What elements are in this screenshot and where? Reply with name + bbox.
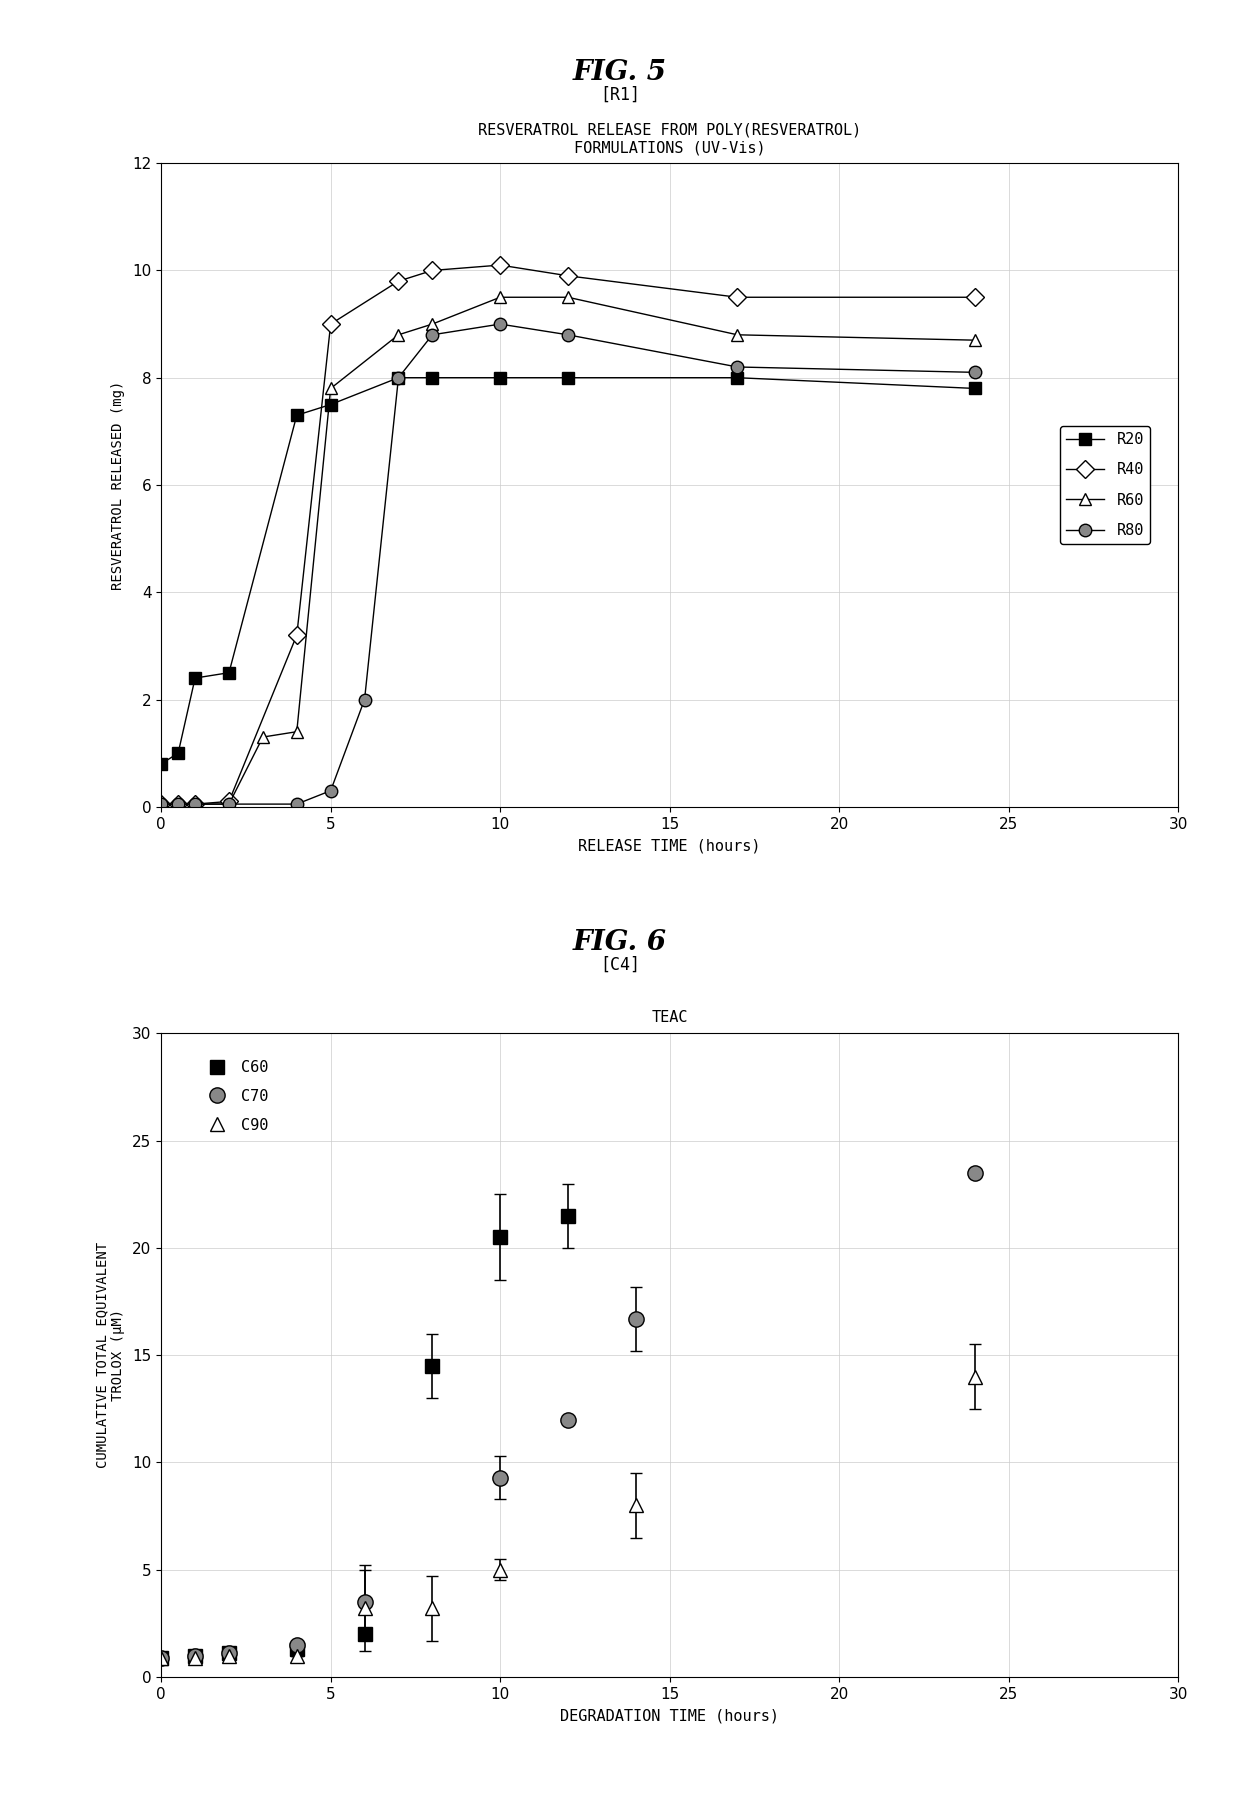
R60 <box>255 727 270 749</box>
Line: R40: R40 <box>155 259 981 810</box>
R20 <box>560 366 575 388</box>
R60 <box>967 330 982 352</box>
R40 <box>187 794 202 816</box>
R20 <box>171 742 186 763</box>
R60 <box>391 325 405 346</box>
Text: FIG. 5: FIG. 5 <box>573 60 667 85</box>
R60 <box>730 325 745 346</box>
R40 <box>222 790 237 812</box>
R80 <box>492 314 507 335</box>
Text: FIG. 6: FIG. 6 <box>573 930 667 955</box>
Y-axis label: RESVERATROL RELEASED (mg): RESVERATROL RELEASED (mg) <box>112 381 125 589</box>
R80 <box>324 780 339 801</box>
R80 <box>967 361 982 383</box>
R40 <box>154 794 169 816</box>
R40 <box>492 254 507 276</box>
Y-axis label: CUMULATIVE TOTAL EQUIVALENT
TROLOX (μM): CUMULATIVE TOTAL EQUIVALENT TROLOX (μM) <box>95 1242 125 1469</box>
R60 <box>154 794 169 816</box>
R80 <box>730 355 745 377</box>
Legend: R20, R40, R60, R80: R20, R40, R60, R80 <box>1060 426 1149 544</box>
Line: R20: R20 <box>156 372 980 769</box>
R40 <box>289 624 304 645</box>
R40 <box>560 265 575 286</box>
R40 <box>730 286 745 308</box>
R60 <box>560 286 575 308</box>
R20 <box>154 752 169 774</box>
Text: [R1]: [R1] <box>600 85 640 103</box>
X-axis label: DEGRADATION TIME (hours): DEGRADATION TIME (hours) <box>560 1708 779 1724</box>
Line: R60: R60 <box>155 292 981 810</box>
R40 <box>425 259 440 281</box>
R60 <box>222 794 237 816</box>
R20 <box>289 404 304 426</box>
R80 <box>289 794 304 816</box>
R80 <box>560 325 575 346</box>
R80 <box>425 325 440 346</box>
Title: TEAC: TEAC <box>651 1010 688 1026</box>
R80 <box>222 794 237 816</box>
R60 <box>171 794 186 816</box>
R40 <box>391 270 405 292</box>
R20 <box>730 366 745 388</box>
R80 <box>154 794 169 816</box>
Line: R80: R80 <box>155 317 981 810</box>
R60 <box>187 794 202 816</box>
R80 <box>391 366 405 388</box>
Title: RESVERATROL RELEASE FROM POLY(RESVERATROL)
FORMULATIONS (UV-Vis): RESVERATROL RELEASE FROM POLY(RESVERATRO… <box>477 123 862 156</box>
R60 <box>289 722 304 743</box>
R40 <box>967 286 982 308</box>
R40 <box>171 794 186 816</box>
Legend: C60, C70, C90: C60, C70, C90 <box>200 1053 274 1139</box>
R20 <box>324 393 339 415</box>
X-axis label: RELEASE TIME (hours): RELEASE TIME (hours) <box>578 838 761 854</box>
R20 <box>425 366 440 388</box>
R80 <box>357 689 372 711</box>
R60 <box>324 377 339 399</box>
R60 <box>492 286 507 308</box>
R20 <box>391 366 405 388</box>
R80 <box>187 794 202 816</box>
R80 <box>171 794 186 816</box>
R40 <box>324 314 339 335</box>
Text: [C4]: [C4] <box>600 955 640 974</box>
R60 <box>425 314 440 335</box>
R20 <box>967 377 982 399</box>
R20 <box>187 667 202 689</box>
R20 <box>222 662 237 684</box>
R20 <box>492 366 507 388</box>
